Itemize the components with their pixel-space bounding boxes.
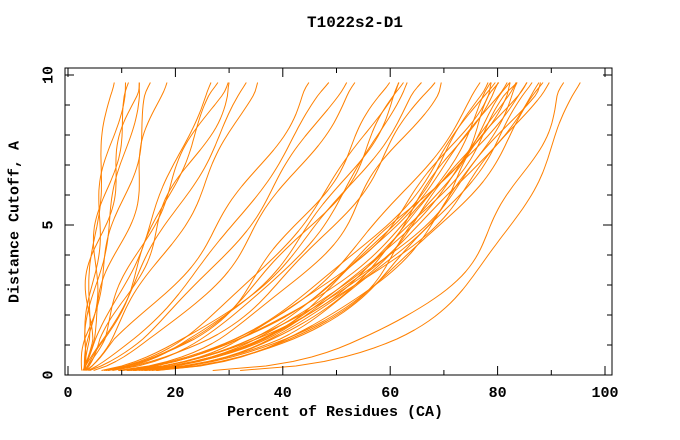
curve-line xyxy=(107,82,436,371)
curve-line xyxy=(87,82,259,371)
curve-line xyxy=(156,82,518,371)
curve-line xyxy=(84,82,140,371)
curve-line xyxy=(83,82,212,371)
curve-line xyxy=(133,82,517,371)
x-tick-label: 0 xyxy=(63,385,72,402)
curve-line xyxy=(130,82,550,371)
curve-line xyxy=(119,82,528,371)
x-tick-label: 80 xyxy=(489,385,507,402)
curve-line xyxy=(85,82,310,371)
model-curves xyxy=(80,82,581,371)
curve-line xyxy=(212,82,565,371)
curve-line xyxy=(83,82,115,371)
y-tick-label: 10 xyxy=(41,66,58,84)
curve-line xyxy=(83,82,129,371)
curve-line xyxy=(112,82,408,371)
curve-line xyxy=(240,82,581,371)
curve-line xyxy=(118,82,496,371)
curve-line xyxy=(126,82,540,371)
curve-line xyxy=(83,82,140,371)
axis-tick-labels: 0 20 40 60 80 100 0 5 10 xyxy=(41,66,619,402)
x-tick-label: 20 xyxy=(166,385,184,402)
curve-line xyxy=(144,82,511,371)
curve-line xyxy=(89,82,348,371)
curve-line xyxy=(88,82,330,371)
y-axis-label: Distance Cutoff, A xyxy=(7,141,24,303)
curve-line xyxy=(145,82,544,371)
curve-line xyxy=(105,82,404,371)
curve-line xyxy=(155,82,500,371)
curve-line xyxy=(127,82,492,371)
curve-line xyxy=(103,82,400,371)
curve-line xyxy=(121,82,511,371)
curve-line xyxy=(118,82,442,371)
curve-line xyxy=(82,82,247,371)
chart-title: T1022s2-D1 xyxy=(307,14,403,32)
curve-line xyxy=(148,82,492,371)
curve-line xyxy=(127,82,508,371)
x-tick-label: 100 xyxy=(591,385,618,402)
axis-ticks xyxy=(65,68,612,376)
y-tick-label: 0 xyxy=(41,370,58,379)
curve-line xyxy=(83,82,126,371)
x-axis-label: Percent of Residues (CA) xyxy=(227,404,443,421)
y-tick-label: 5 xyxy=(41,220,58,229)
curve-line xyxy=(93,82,356,371)
x-tick-label: 60 xyxy=(381,385,399,402)
curve-line xyxy=(127,82,518,371)
curve-line xyxy=(85,82,230,371)
curve-line xyxy=(101,82,422,371)
curve-line xyxy=(80,82,151,371)
curve-line xyxy=(105,82,391,371)
curve-line xyxy=(134,82,499,371)
x-tick-label: 40 xyxy=(274,385,292,402)
plot-border-box xyxy=(64,67,613,376)
curve-line xyxy=(83,82,168,371)
curve-line xyxy=(151,82,533,371)
curve-line xyxy=(84,82,219,371)
